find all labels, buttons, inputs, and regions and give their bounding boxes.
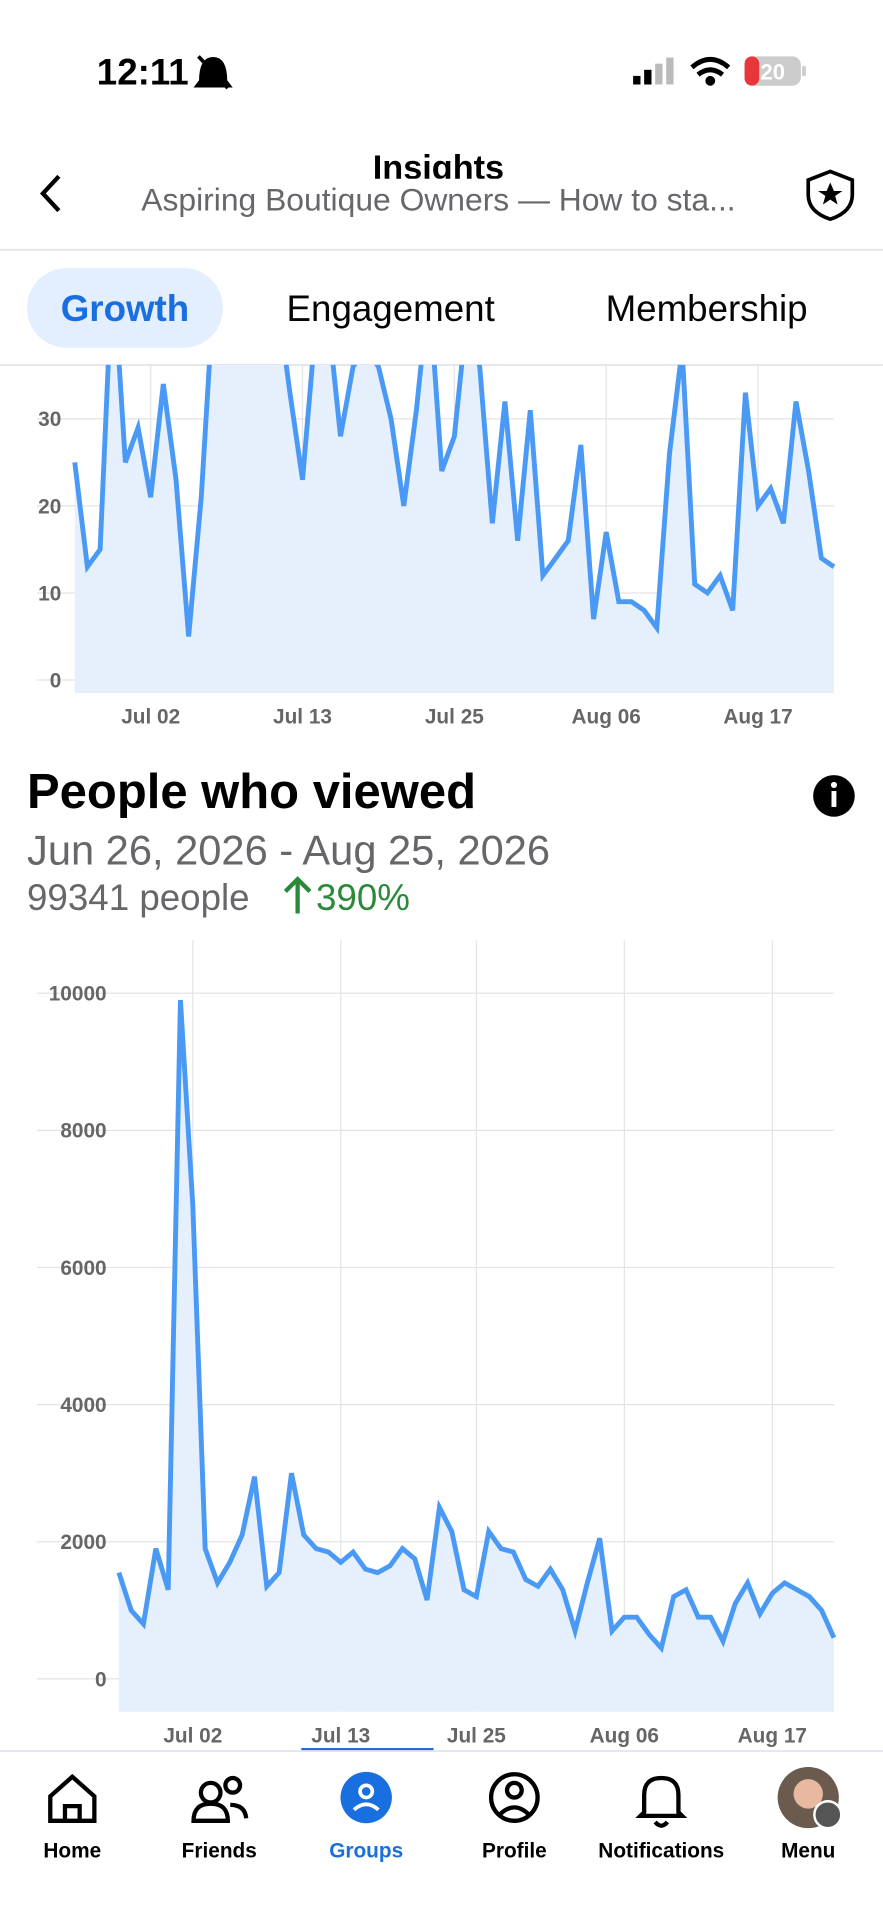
x-tick-label: Aug 06 — [590, 1724, 659, 1747]
x-tick-label: Jul 25 — [425, 706, 484, 729]
x-tick-label: Jul 02 — [121, 706, 180, 729]
info-button[interactable] — [813, 775, 855, 817]
date-range: Jun 26, 2026 - Aug 25, 2026 — [27, 826, 550, 873]
mute-icon — [193, 55, 233, 90]
area — [118, 1000, 834, 1712]
menu-avatar — [777, 1766, 843, 1830]
friends-icon — [191, 1775, 249, 1823]
y-tick-label: 20 — [38, 495, 61, 518]
clock: 12:11 — [97, 51, 189, 92]
wifi-icon — [690, 56, 731, 86]
header-subtitle: Aspiring Boutique Owners — How to sta... — [141, 182, 735, 218]
tab[interactable]: Growth — [61, 288, 190, 329]
y-tick-label: 4000 — [60, 1394, 106, 1417]
profile-icon — [488, 1772, 540, 1823]
bell-icon — [635, 1775, 688, 1828]
battery-level: 20 — [760, 60, 785, 85]
y-tick-label: 2000 — [60, 1531, 106, 1554]
header-title: Insights — [373, 149, 504, 187]
x-tick-label: Jul 02 — [163, 1724, 222, 1747]
x-tick-label: Jul 25 — [447, 1724, 506, 1747]
nav-label[interactable]: Notifications — [598, 1840, 724, 1863]
y-tick-label: 30 — [38, 408, 61, 431]
plot-area — [116, 999, 837, 1712]
section-title: People who viewed — [27, 765, 476, 819]
tab-active-bg — [27, 268, 223, 348]
x-tick-label: Aug 06 — [572, 706, 641, 729]
nav-label[interactable]: Home — [43, 1840, 101, 1863]
tab[interactable]: Membership — [606, 288, 808, 329]
y-tick-label: 8000 — [60, 1120, 106, 1143]
admin-badge[interactable] — [806, 169, 855, 222]
nav-bar — [0, 1751, 883, 1920]
y-tick-label: 6000 — [60, 1257, 106, 1280]
y-tick-label: 0 — [50, 669, 62, 692]
groups-icon — [340, 1771, 392, 1824]
up-arrow — [283, 876, 312, 914]
home-icon — [48, 1773, 97, 1823]
nav-label[interactable]: Groups — [329, 1840, 403, 1863]
signal-icon — [633, 57, 674, 85]
x-tick-label: Jul 13 — [273, 706, 332, 729]
y-tick-label: 0 — [95, 1668, 107, 1691]
plot-area — [72, 364, 836, 694]
y-tick-label: 10000 — [49, 983, 107, 1006]
battery: 20 — [744, 56, 806, 86]
nav-label[interactable]: Profile — [482, 1840, 547, 1863]
x-tick-label: Aug 17 — [723, 706, 792, 729]
nav-label[interactable]: Menu — [781, 1840, 835, 1863]
x-tick-label: Jul 13 — [311, 1724, 370, 1747]
tab[interactable]: Engagement — [287, 288, 495, 329]
line — [116, 999, 837, 1654]
back-button[interactable] — [40, 174, 61, 213]
nav-label[interactable]: Friends — [182, 1840, 257, 1863]
x-tick-label: Aug 17 — [738, 1724, 807, 1747]
change: 390% — [316, 877, 410, 918]
line — [72, 364, 836, 637]
y-tick-label: 10 — [38, 582, 61, 605]
people-count: 99341 people — [27, 877, 250, 918]
